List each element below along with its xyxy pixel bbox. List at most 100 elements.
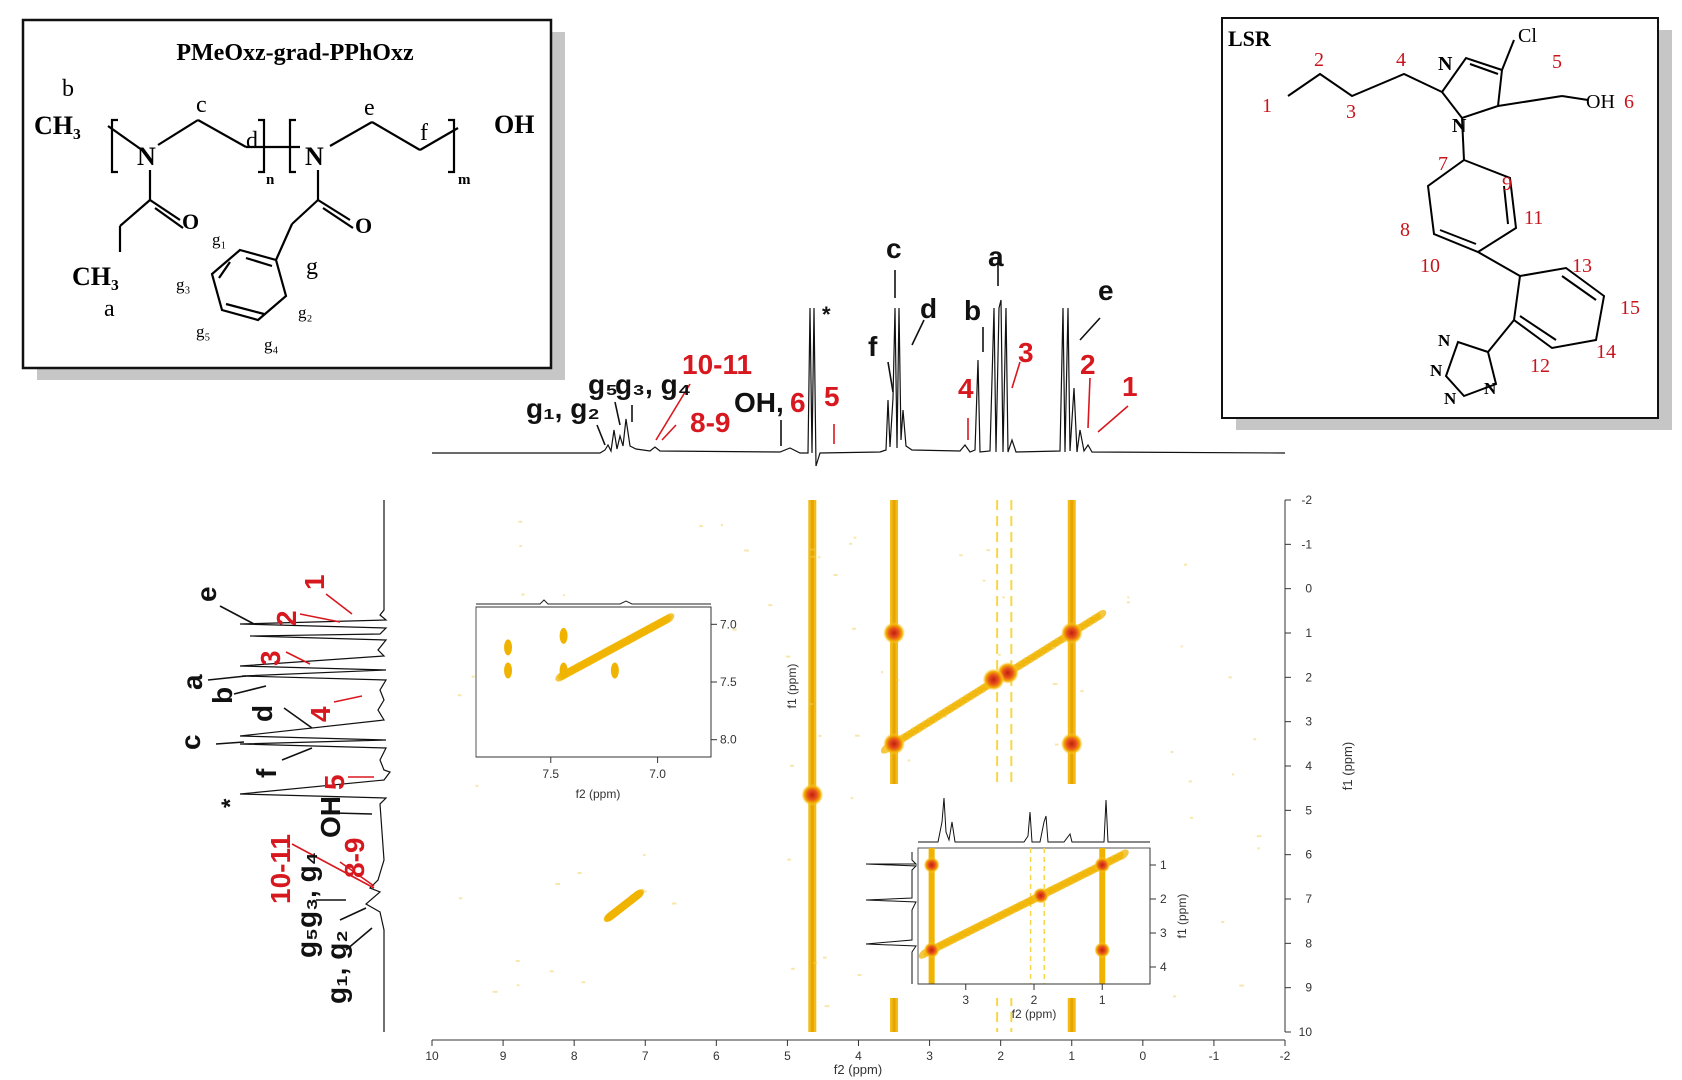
top-label-b: b — [964, 295, 981, 326]
inset1-peak-4 — [504, 662, 513, 679]
label-f: f — [420, 120, 428, 146]
noise-0 — [850, 797, 854, 800]
noise-59 — [1256, 835, 1262, 838]
ch3-terminal: CH₃ — [34, 111, 81, 140]
lsr-num-2: 2 — [1314, 49, 1324, 71]
lsr-num-13: 13 — [1572, 255, 1592, 277]
lsr-num-10: 10 — [1420, 255, 1440, 277]
stripe-core-f2-1 — [1070, 500, 1074, 1032]
sub-n: n — [266, 172, 275, 188]
inset1-ytick-label-8.0: 8.0 — [720, 733, 737, 747]
main-diagonal-dot-40 — [1094, 609, 1107, 621]
cross-peak-4 — [1060, 622, 1083, 644]
left-label-5: 5 — [319, 774, 350, 790]
noise-55 — [857, 974, 862, 977]
noise-15 — [1170, 751, 1174, 754]
noise-41 — [849, 542, 853, 545]
left-label-f: f — [251, 768, 282, 778]
tz-n2: N — [1430, 361, 1443, 380]
noise-83 — [852, 627, 856, 630]
xtick-label--2: -2 — [1280, 1049, 1291, 1063]
left-label-g5: g₅ — [291, 928, 322, 958]
noise-32 — [822, 956, 827, 959]
inset1-ytick-label-7.5: 7.5 — [720, 675, 737, 689]
top-label-3: 3 — [1018, 337, 1034, 368]
inset2-xlabel: f2 (ppm) — [1012, 1007, 1057, 1021]
label-d: d — [246, 128, 258, 154]
left-1d-spectrum: e a b d c f * OH g₃, g₄ g₅ g₁, g₂ 1 2 3 … — [175, 500, 391, 1032]
xtick-label-6: 6 — [713, 1049, 720, 1063]
top-label-10-11: 10-11 — [682, 349, 752, 380]
label-c: c — [196, 92, 207, 118]
noise-6 — [907, 759, 911, 762]
top-label-g1g2: g₁, g₂ — [526, 393, 600, 424]
left-label-g3g4: g₃, g₄ — [291, 852, 322, 928]
noise-66 — [1002, 596, 1005, 599]
noise-27 — [471, 675, 475, 678]
lsr-cl: Cl — [1518, 25, 1537, 47]
noise-18 — [818, 556, 821, 559]
cross-peak-3 — [883, 732, 906, 755]
top-label-d: d — [920, 293, 937, 324]
n-atom-2: N — [305, 142, 324, 171]
ytick-label-7: 7 — [1305, 892, 1312, 906]
lsr-num-9: 9 — [1502, 173, 1512, 195]
lsr-num-14: 14 — [1596, 341, 1616, 363]
label-g5: g₅ — [196, 322, 211, 341]
inset2-xtick-label-1: 1 — [1099, 993, 1106, 1007]
noise-51 — [699, 525, 703, 528]
top-label-6: 6 — [790, 387, 806, 418]
noise-30 — [457, 694, 462, 697]
inset2-ytick-label-3: 3 — [1160, 926, 1167, 940]
lsr-num-15: 15 — [1620, 297, 1640, 319]
inset1-diagonal-dot-40 — [662, 613, 675, 624]
noise-40 — [853, 536, 857, 539]
noise-60 — [809, 548, 815, 551]
noise-84 — [1173, 995, 1177, 998]
inset1-peak-2 — [610, 662, 619, 679]
noise-68 — [1232, 773, 1235, 776]
noise-82 — [732, 628, 737, 631]
top-label-f: f — [868, 331, 878, 362]
inset2-ylabel: f1 (ppm) — [1175, 894, 1189, 939]
noise-54 — [549, 970, 554, 973]
noise-78 — [1183, 563, 1188, 566]
noise-57 — [789, 764, 795, 767]
tz-n1: N — [1438, 331, 1451, 350]
noise-33 — [833, 574, 838, 577]
noise-2 — [515, 959, 520, 962]
noise-43 — [563, 594, 566, 597]
left-label-b: b — [207, 687, 238, 704]
noise-34 — [1180, 645, 1183, 648]
noise-76 — [720, 524, 723, 527]
ytick-label--2: -2 — [1301, 493, 1312, 507]
label-g4: g₄ — [264, 335, 279, 354]
inset2-ytick-label-4: 4 — [1160, 960, 1167, 974]
lsr-num-7: 7 — [1438, 153, 1448, 175]
noise-14 — [516, 984, 520, 987]
noise-10 — [998, 653, 1001, 656]
ytick-label-9: 9 — [1305, 981, 1312, 995]
noise-3 — [785, 655, 791, 658]
noise-52 — [809, 703, 813, 706]
inset2-peak-1 — [1094, 942, 1111, 958]
noise-53 — [1188, 780, 1192, 783]
sub-m: m — [458, 172, 471, 188]
noise-85 — [1221, 920, 1225, 923]
lsr-num-5: 5 — [1552, 51, 1562, 73]
cross-peak-6 — [982, 668, 1005, 691]
left-label-3: 3 — [255, 650, 286, 666]
inset2-ytick-label-2: 2 — [1160, 892, 1167, 906]
inset2-peak-3 — [1094, 857, 1111, 873]
top-label-2: 2 — [1080, 349, 1096, 380]
inset1-xtick-label-7.5: 7.5 — [542, 767, 559, 781]
noise-70 — [641, 888, 645, 891]
lsr-title: LSR — [1228, 26, 1272, 51]
polymer-structure: PMeOxz-grad-PPhOxz — [21, 18, 565, 380]
top-label-a: a — [988, 241, 1004, 272]
noise-37 — [1127, 596, 1130, 599]
inset1-xlabel: f2 (ppm) — [576, 787, 621, 801]
left-label-star: * — [217, 798, 244, 808]
